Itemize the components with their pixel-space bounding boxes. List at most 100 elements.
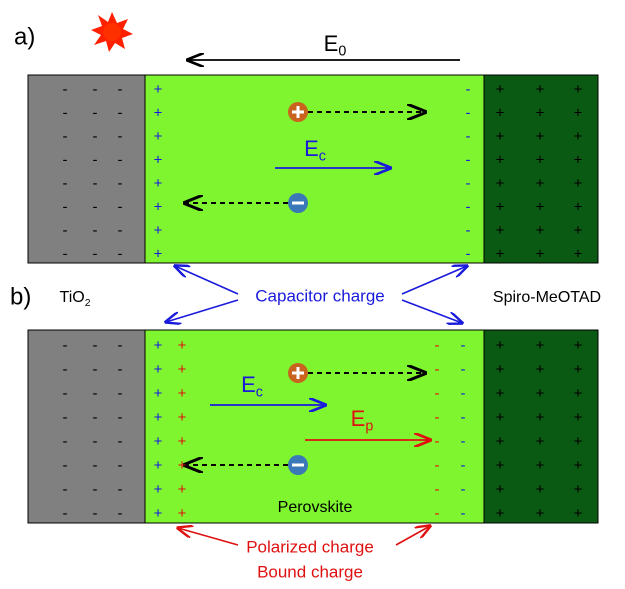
charge-sign: + xyxy=(496,151,505,168)
panel-label: b) xyxy=(10,283,31,310)
charge-sign: + xyxy=(536,81,545,98)
hole-sign xyxy=(292,367,304,379)
carriers xyxy=(288,102,308,475)
charge-sign: - xyxy=(466,104,471,121)
field-label: Ec xyxy=(304,136,326,165)
charge-sign: + xyxy=(536,385,545,402)
charge-sign: - xyxy=(466,128,471,145)
layer-label: TiO2 xyxy=(60,289,91,308)
hole-sign xyxy=(292,106,304,118)
charge-sign: - xyxy=(93,481,98,498)
charge-sign: - xyxy=(118,505,123,522)
charge-sign: - xyxy=(435,385,440,402)
charge-sign: - xyxy=(435,505,440,522)
charge-sign: + xyxy=(536,481,545,498)
charge-sign: + xyxy=(536,222,545,239)
charge-sign: - xyxy=(435,457,440,474)
annotation: Bound charge xyxy=(257,562,363,581)
charge-sign: - xyxy=(118,337,123,354)
panel-a xyxy=(27,74,599,264)
perovskite-layer xyxy=(144,74,485,264)
charge-sign: + xyxy=(574,433,583,450)
charge-sign: + xyxy=(574,175,583,192)
charge-sign: + xyxy=(178,409,187,426)
charge-sign: + xyxy=(536,198,545,215)
charge-sign: - xyxy=(466,198,471,215)
tio2-layer xyxy=(27,74,146,264)
charge-sign: - xyxy=(118,457,123,474)
charge-sign: - xyxy=(63,481,68,498)
charge-sign: + xyxy=(154,151,163,168)
capacitor-arrows xyxy=(166,266,467,323)
charge-sign: - xyxy=(118,151,123,168)
charge-sign: - xyxy=(63,151,68,168)
charge-sign: - xyxy=(118,481,123,498)
charge-sign: - xyxy=(93,409,98,426)
charge-sign: + xyxy=(536,337,545,354)
charge-sign: - xyxy=(118,245,123,262)
charge-sign: - xyxy=(118,409,123,426)
panel-b xyxy=(27,329,599,524)
polarized-arrows xyxy=(178,526,430,546)
label-sub: p xyxy=(365,418,373,434)
charge-sign: - xyxy=(461,481,466,498)
charge-sign: + xyxy=(154,81,163,98)
charge-sign: - xyxy=(435,481,440,498)
charge-sign: + xyxy=(496,481,505,498)
spiro-layer xyxy=(483,74,599,264)
charge-sign: + xyxy=(496,104,505,121)
charge-sign: + xyxy=(574,457,583,474)
charge-sign: + xyxy=(154,409,163,426)
panel-label: a) xyxy=(14,23,35,50)
charge-sign: - xyxy=(461,505,466,522)
charge-sign: - xyxy=(93,175,98,192)
charge-sign: - xyxy=(466,81,471,98)
charge-sign: + xyxy=(536,505,545,522)
charge-sign: - xyxy=(93,222,98,239)
charge-sign: + xyxy=(154,104,163,121)
charge-sign: - xyxy=(93,505,98,522)
annotation: Polarized charge xyxy=(246,537,374,556)
charge-sign: - xyxy=(466,222,471,239)
charge-sign: - xyxy=(63,245,68,262)
charge-sign: - xyxy=(63,409,68,426)
charge-sign: + xyxy=(574,151,583,168)
charge-sign: - xyxy=(63,222,68,239)
sun xyxy=(91,12,133,52)
label-main: TiO xyxy=(60,289,85,306)
charge-sign: - xyxy=(93,198,98,215)
label-sub: 2 xyxy=(85,298,91,309)
label-main: E xyxy=(241,372,256,397)
charge-sign: - xyxy=(93,104,98,121)
charge-sign: + xyxy=(574,104,583,121)
charge-sign: - xyxy=(435,409,440,426)
charge-sign: - xyxy=(461,385,466,402)
charge-sign: + xyxy=(496,175,505,192)
charge-sign: + xyxy=(496,505,505,522)
charge-sign: - xyxy=(63,505,68,522)
charge-sign: + xyxy=(496,198,505,215)
charge-sign: + xyxy=(154,361,163,378)
charge-sign: + xyxy=(178,457,187,474)
charge-sign: - xyxy=(63,198,68,215)
charge-sign: - xyxy=(461,457,466,474)
charge-sign: - xyxy=(118,361,123,378)
charge-sign: - xyxy=(461,433,466,450)
charge-sign: - xyxy=(63,433,68,450)
charge-sign: + xyxy=(154,385,163,402)
charge-sign: - xyxy=(461,337,466,354)
charge-sign: - xyxy=(63,337,68,354)
arrows xyxy=(166,60,467,546)
charge-sign: + xyxy=(154,175,163,192)
charge-sign: + xyxy=(574,481,583,498)
charge-sign: + xyxy=(574,128,583,145)
spiro-layer xyxy=(483,329,599,524)
charge-sign: - xyxy=(461,409,466,426)
charge-sign: - xyxy=(63,81,68,98)
charge-sign: + xyxy=(496,385,505,402)
charge-sign: + xyxy=(496,409,505,426)
charge-sign: - xyxy=(118,81,123,98)
charge-sign: + xyxy=(574,222,583,239)
charge-sign: + xyxy=(536,175,545,192)
charge-sign: + xyxy=(496,361,505,378)
